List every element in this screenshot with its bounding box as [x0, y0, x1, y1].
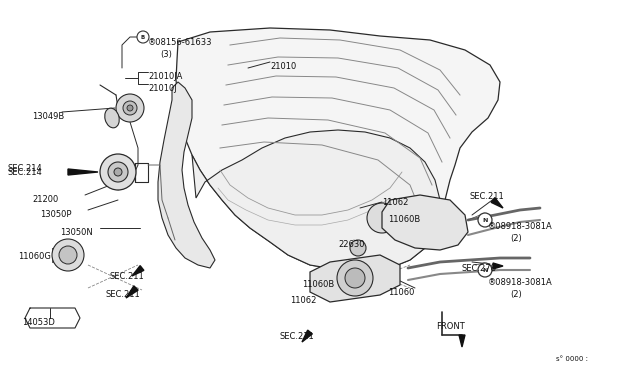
Text: SEC.211: SEC.211: [470, 192, 505, 201]
Ellipse shape: [105, 108, 119, 128]
Circle shape: [123, 101, 137, 115]
Circle shape: [116, 94, 144, 122]
Text: 13050N: 13050N: [60, 228, 93, 237]
Text: SEC.214: SEC.214: [8, 164, 43, 173]
Text: 11062: 11062: [382, 198, 408, 207]
Text: 13050P: 13050P: [40, 210, 72, 219]
Polygon shape: [382, 195, 468, 250]
Text: N: N: [483, 218, 488, 222]
Text: s° 0000 :: s° 0000 :: [556, 356, 588, 362]
Circle shape: [108, 162, 128, 182]
Text: 11060B: 11060B: [302, 280, 334, 289]
Text: 13049B: 13049B: [32, 112, 64, 121]
Circle shape: [337, 260, 373, 296]
Text: SEC.211: SEC.211: [280, 332, 315, 341]
Circle shape: [478, 263, 492, 277]
Polygon shape: [68, 169, 98, 175]
Polygon shape: [126, 286, 138, 298]
Text: 11060: 11060: [388, 288, 414, 297]
Circle shape: [345, 268, 365, 288]
Polygon shape: [302, 330, 312, 342]
Circle shape: [114, 168, 122, 176]
Text: 11060G: 11060G: [18, 252, 51, 261]
Circle shape: [350, 240, 366, 256]
Polygon shape: [310, 255, 400, 302]
Polygon shape: [491, 198, 503, 208]
Text: ®08918-3081A: ®08918-3081A: [488, 278, 553, 287]
Circle shape: [478, 213, 492, 227]
Polygon shape: [158, 82, 215, 268]
Circle shape: [127, 105, 133, 111]
Text: N: N: [483, 267, 488, 273]
Polygon shape: [493, 263, 503, 269]
Text: SEC.211: SEC.211: [110, 272, 145, 281]
Text: FRONT: FRONT: [436, 322, 465, 331]
Circle shape: [52, 239, 84, 271]
Text: 11062: 11062: [290, 296, 316, 305]
Text: (2): (2): [510, 234, 522, 243]
Text: B: B: [141, 35, 145, 39]
Text: (2): (2): [510, 290, 522, 299]
Text: 21010J: 21010J: [148, 84, 177, 93]
Text: 21200: 21200: [32, 195, 58, 204]
Text: SEC.211: SEC.211: [105, 290, 140, 299]
Polygon shape: [192, 130, 440, 272]
Circle shape: [137, 31, 149, 43]
Polygon shape: [132, 266, 144, 276]
Text: ®08156-61633: ®08156-61633: [148, 38, 212, 47]
Text: 22630: 22630: [338, 240, 365, 249]
Text: SEC.214: SEC.214: [8, 168, 43, 177]
Text: 11060B: 11060B: [388, 215, 420, 224]
Text: ®08918-3081A: ®08918-3081A: [488, 222, 553, 231]
Text: SEC.278: SEC.278: [462, 264, 497, 273]
Circle shape: [59, 246, 77, 264]
Circle shape: [367, 203, 397, 233]
Text: 21010JA: 21010JA: [148, 72, 182, 81]
Polygon shape: [459, 335, 465, 347]
Text: 14053D: 14053D: [22, 318, 55, 327]
Polygon shape: [176, 28, 500, 272]
Text: 21010: 21010: [270, 62, 296, 71]
Circle shape: [100, 154, 136, 190]
Text: (3): (3): [160, 50, 172, 59]
